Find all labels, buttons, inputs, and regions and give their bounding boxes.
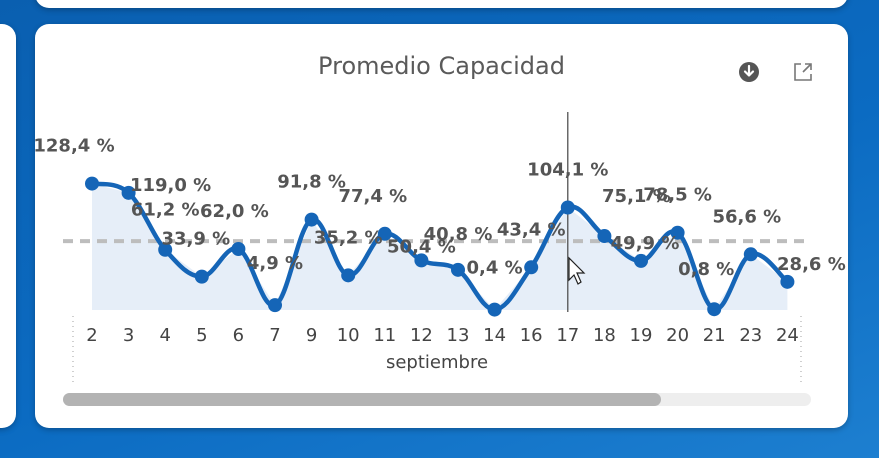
data-point — [341, 268, 356, 283]
left-card-edge — [0, 24, 16, 428]
mouse-cursor — [568, 256, 586, 285]
data-point — [451, 262, 465, 277]
horizontal-scrollbar[interactable] — [63, 393, 811, 406]
top-card-edge — [35, 0, 848, 8]
data-label: 50,4 % — [387, 236, 456, 257]
data-point — [597, 229, 612, 244]
data-label: 28,6 % — [777, 254, 846, 275]
data-label: 119,0 % — [130, 175, 211, 196]
data-point — [487, 302, 502, 317]
x-tick-label: 13 — [447, 325, 470, 346]
x-tick-label: 14 — [483, 325, 506, 346]
data-point — [304, 212, 319, 227]
data-label: 35,2 % — [314, 227, 383, 248]
data-label: 43,4 % — [497, 219, 566, 240]
x-tick-label: 21 — [703, 325, 726, 346]
data-point — [414, 253, 429, 268]
chart-card: Promedio Capacidad 128,4 % 119,0 % 61,2 % 3… — [35, 24, 848, 428]
data-point — [194, 269, 209, 284]
data-point — [121, 185, 136, 200]
x-tick-label: 7 — [269, 325, 280, 346]
download-icon[interactable] — [737, 60, 761, 84]
x-tick-label: 12 — [410, 325, 433, 346]
chart-title: Promedio Capacidad — [318, 52, 565, 80]
data-label: 78,5 % — [643, 185, 712, 206]
data-label: 0,4 % — [466, 258, 522, 279]
x-tick-label: 19 — [630, 325, 653, 346]
x-tick-label: 18 — [593, 325, 616, 346]
scrollbar-thumb[interactable] — [63, 393, 661, 406]
data-label: 62,0 % — [200, 201, 269, 222]
area-fill — [92, 183, 788, 310]
data-point — [158, 242, 173, 257]
data-point — [670, 225, 685, 240]
x-tick-label: 2 — [86, 325, 97, 346]
line-chart: 128,4 % 119,0 % 61,2 % 33,9 % 62,0 % 4,9 % 91,… — [35, 112, 846, 382]
x-tick-label: 16 — [520, 325, 543, 346]
x-tick-label: 24 — [776, 325, 799, 346]
x-tick-label: 11 — [373, 325, 396, 346]
data-label: 4,9 % — [247, 253, 303, 274]
data-point — [268, 298, 282, 313]
data-label: 61,2 % — [131, 200, 200, 221]
data-label: 56,6 % — [712, 206, 781, 227]
x-tick-label: 9 — [306, 325, 317, 346]
data-point — [707, 302, 722, 317]
x-tick-label: 20 — [666, 325, 689, 346]
data-label: 128,4 % — [35, 136, 115, 157]
data-label: 49,9 % — [611, 233, 680, 254]
data-label: 33,9 % — [161, 229, 230, 250]
data-point — [743, 247, 758, 262]
data-label: 91,8 % — [277, 172, 346, 193]
data-point — [524, 260, 539, 275]
data-label: 77,4 % — [338, 186, 407, 207]
x-tick-label: 17 — [556, 325, 579, 346]
x-tick-label: 3 — [123, 325, 134, 346]
x-tick-label: 4 — [159, 325, 170, 346]
data-label: 40,8 % — [424, 224, 493, 245]
x-tick-label: 23 — [739, 325, 762, 346]
data-point — [634, 253, 648, 268]
data-point — [377, 226, 392, 241]
data-point — [560, 200, 575, 215]
x-axis-title: septiembre — [386, 352, 488, 373]
x-tick-label: 6 — [233, 325, 244, 346]
data-point — [85, 176, 99, 191]
x-tick-label: 5 — [196, 325, 207, 346]
data-point — [780, 274, 795, 289]
data-label: 0,8 % — [678, 259, 734, 280]
data-point — [231, 241, 246, 256]
data-label: 75,1 % — [602, 186, 671, 207]
expand-icon[interactable] — [791, 60, 815, 84]
data-label: 104,1 % — [527, 160, 608, 181]
x-tick-label: 10 — [337, 325, 360, 346]
